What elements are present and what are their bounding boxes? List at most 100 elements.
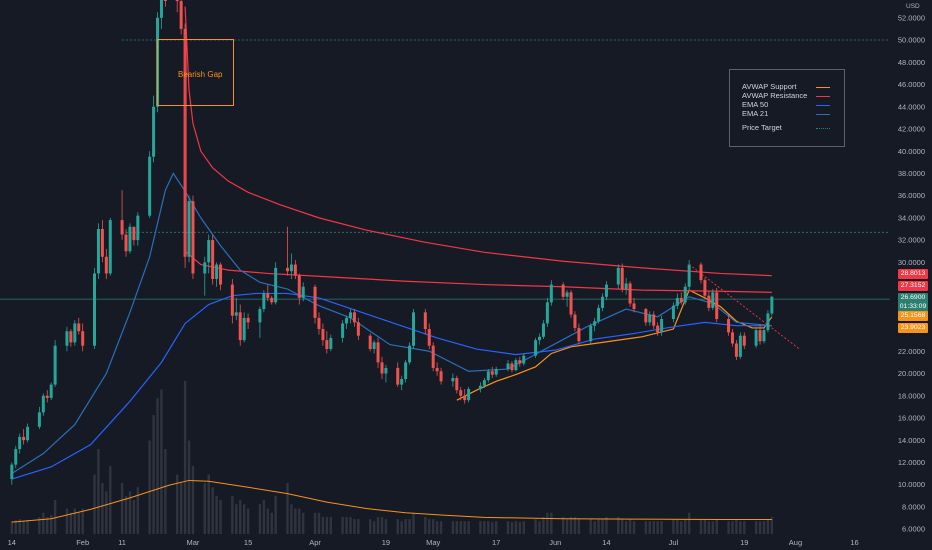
candle-body [297, 275, 301, 298]
volume-bar [766, 519, 770, 534]
volume-bar [652, 521, 655, 534]
volume-bar [565, 519, 569, 534]
candle-body [380, 362, 384, 374]
series-line-avwap-support-0 [456, 289, 773, 401]
candle-body [124, 234, 128, 252]
volume-bar [357, 519, 360, 534]
candle-body [356, 322, 360, 336]
candle-body [270, 297, 274, 303]
volume-bar [644, 521, 648, 534]
candle-body [711, 292, 715, 308]
candle-body [187, 201, 191, 257]
price-tag-avwap-support-1: 25.1568 [898, 311, 928, 321]
legend-item-ema-21: EMA 21 [742, 109, 769, 118]
candle-body [14, 449, 18, 465]
candle-body [628, 283, 632, 304]
volume-bar [97, 449, 100, 534]
candle-body [652, 314, 656, 326]
volume-bar [577, 519, 581, 534]
y-tick-label: 8.0000 [902, 502, 925, 511]
volume-bar [270, 512, 273, 534]
volume-bar [120, 483, 124, 534]
volume-bar [380, 517, 384, 534]
candle-body [467, 389, 471, 401]
candle-body [234, 312, 238, 316]
candle-body [404, 362, 408, 380]
volume-bar [109, 466, 112, 534]
volume-bar [274, 495, 277, 534]
candle-body [561, 284, 565, 297]
candle-body [289, 264, 293, 272]
volume-bar [132, 500, 136, 534]
candle-body [671, 305, 675, 320]
candle-body [538, 336, 542, 341]
volume-bar [321, 517, 325, 534]
candle-body [104, 256, 108, 274]
candle-body [258, 309, 262, 323]
candle-body [707, 295, 711, 308]
candle-body [341, 323, 345, 338]
volume-bar [246, 508, 250, 534]
volume-bar [286, 483, 289, 534]
x-tick-label: 11 [118, 538, 126, 547]
downtrend-line [688, 264, 800, 350]
volume-bar [699, 519, 703, 534]
volume-bar [569, 517, 573, 534]
candle-body [120, 220, 124, 235]
volume-bar [672, 519, 675, 534]
candle-body [215, 264, 219, 280]
candle-body [321, 329, 325, 341]
candle-body [604, 284, 608, 297]
x-tick-label: Aug [789, 538, 802, 547]
y-tick-label: 6.0000 [902, 525, 925, 534]
volume-bar [628, 519, 632, 534]
x-tick-label: 15 [244, 538, 252, 547]
legend-swatch-ema-21 [816, 114, 830, 115]
volume-bar [632, 521, 636, 534]
volume-bar [597, 519, 600, 534]
candle-body [148, 156, 152, 216]
candle-body [459, 390, 463, 396]
y-tick-label: 12.0000 [898, 458, 925, 467]
candle-body [301, 286, 305, 298]
volume-bar [207, 474, 210, 534]
candle-body [108, 220, 112, 274]
candle-body [274, 267, 278, 303]
legend-item-ema-50: EMA 50 [742, 100, 769, 109]
candle-body [175, 0, 179, 2]
volume-bar [687, 512, 691, 534]
candle-body [81, 331, 85, 346]
volume-bar [105, 491, 108, 534]
volume-bar [384, 519, 388, 534]
candle-body [396, 367, 400, 385]
candle-body [478, 385, 482, 390]
candle-body [727, 319, 731, 333]
candle-body [770, 296, 774, 314]
volume-bar [38, 517, 41, 534]
candle-body [494, 369, 498, 375]
candle-body [262, 293, 266, 310]
volume-bar [46, 517, 49, 534]
x-tick-label: 17 [492, 538, 500, 547]
candle-body [577, 327, 581, 342]
volume-bar [10, 521, 14, 534]
volume-bar [53, 500, 57, 534]
volume-bar [191, 466, 195, 534]
candle-body [345, 317, 349, 324]
volume-bar [136, 487, 140, 534]
candle-body [408, 345, 412, 363]
volume-bar [73, 508, 77, 534]
candle-body [246, 317, 250, 323]
x-tick-label: 14 [602, 538, 610, 547]
candle-body [463, 395, 467, 401]
candle-body [683, 286, 687, 303]
volume-bar [494, 521, 498, 534]
candle-body [10, 464, 14, 480]
candle-body [506, 363, 510, 370]
y-tick-label: 40.0000 [898, 147, 925, 156]
volume-bar [715, 519, 718, 534]
annotations [184, 34, 800, 350]
volume-bar [491, 522, 494, 534]
series-line-avwap-resistance-2 [184, 250, 772, 293]
volume-bar [345, 517, 348, 534]
